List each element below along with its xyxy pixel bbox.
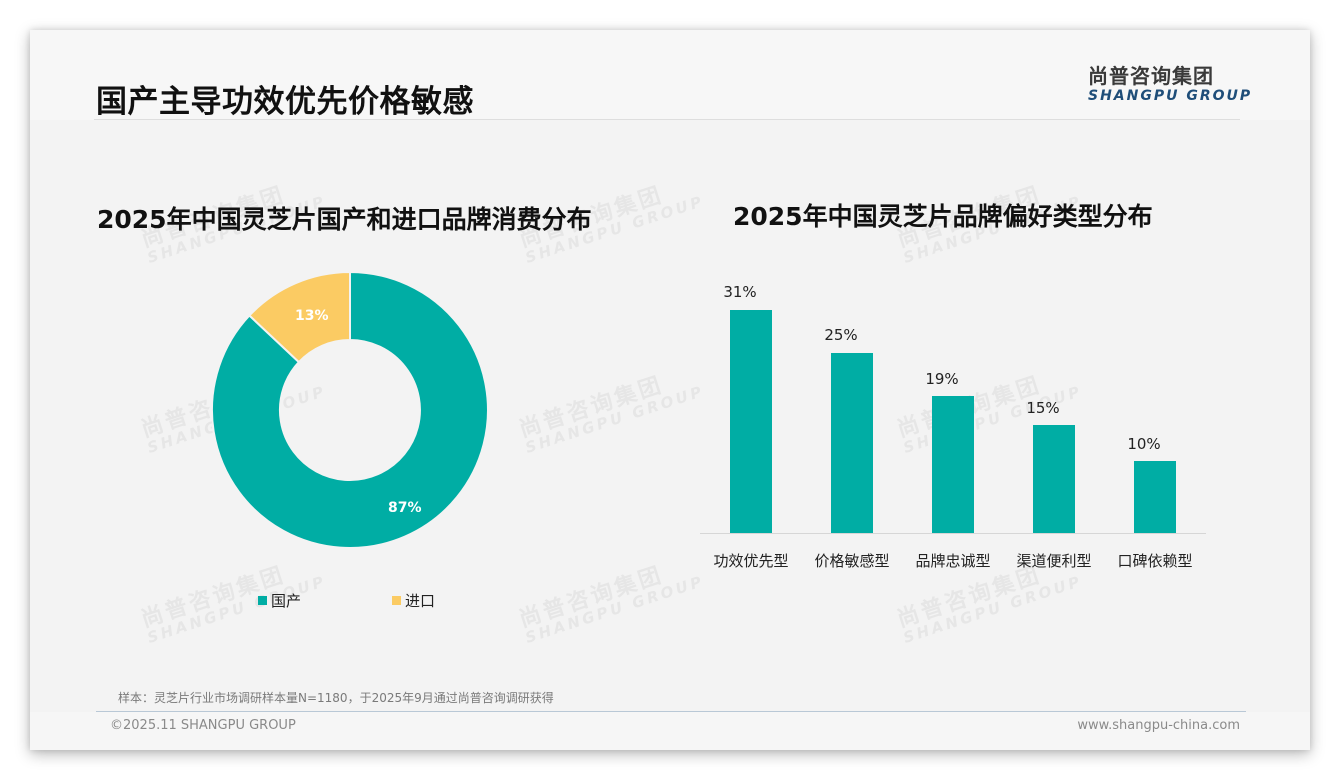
copyright-text: ©2025.11 SHANGPU GROUP [110,718,296,733]
sample-note: 样本：灵芝片行业市场调研样本量N=1180，于2025年9月通过尚普咨询调研获得 [118,691,554,705]
legend-swatch-teal [258,596,267,605]
header-band [30,30,1310,120]
x-axis-label: 品牌忠诚型 [915,552,991,570]
title-divider [94,119,1240,120]
bar-value-label: 15% [1026,399,1060,417]
legend-item-domestic: 国产 [258,590,301,611]
donut-svg [210,270,489,549]
x-axis-label: 口碑依赖型 [1117,552,1193,570]
bar-brand-loyal[interactable] [932,396,974,533]
company-logo: 尚普咨询集团 SHANGPU GROUP [1088,64,1252,104]
bar-value-label: 31% [723,283,757,301]
donut-slice-domestic[interactable] [210,270,489,549]
slide: 尚普咨询集团 SHANGPU GROUP 尚普咨询集团 SHANGPU GROUP … [30,30,1310,750]
bar-chart: 31% 25% 19% 15% 10% 功效优先型 价格敏感型 品牌忠诚型 渠道… [700,270,1206,575]
legend-label: 国产 [271,592,302,610]
legend-label: 进口 [405,592,436,610]
logo-en-text: SHANGPU GROUP [1088,88,1253,104]
page-title: 国产主导功效优先价格敏感 [96,84,474,120]
donut-label-domestic: 87% [388,500,422,516]
bar-word-of-mouth[interactable] [1134,461,1176,533]
x-axis-line [700,533,1206,534]
logo-cn-text: 尚普咨询集团 [1088,64,1214,88]
x-axis-label: 渠道便利型 [1016,552,1092,570]
bar-value-label: 25% [824,326,858,344]
donut-label-import: 13% [295,308,329,324]
footer-band [30,712,1310,750]
legend-swatch-yellow [392,596,401,605]
x-axis-label: 价格敏感型 [814,552,890,570]
donut-slice-import[interactable] [247,270,351,364]
bar-price-sensitive[interactable] [831,353,873,533]
footer-divider [96,711,1246,712]
website-link[interactable]: www.shangpu-china.com [1077,718,1240,733]
x-axis-label: 功效优先型 [713,552,789,570]
donut-chart: 87% 13% [210,270,489,549]
legend-item-import: 进口 [392,590,435,611]
donut-chart-title: 2025年中国灵芝片国产和进口品牌消费分布 [97,205,592,234]
bar-chart-title: 2025年中国灵芝片品牌偏好类型分布 [733,202,1153,231]
bar-value-label: 10% [1127,435,1161,453]
bar-efficacy-first[interactable] [730,310,772,533]
bar-value-label: 19% [925,370,959,388]
bar-channel-convenience[interactable] [1033,425,1075,533]
